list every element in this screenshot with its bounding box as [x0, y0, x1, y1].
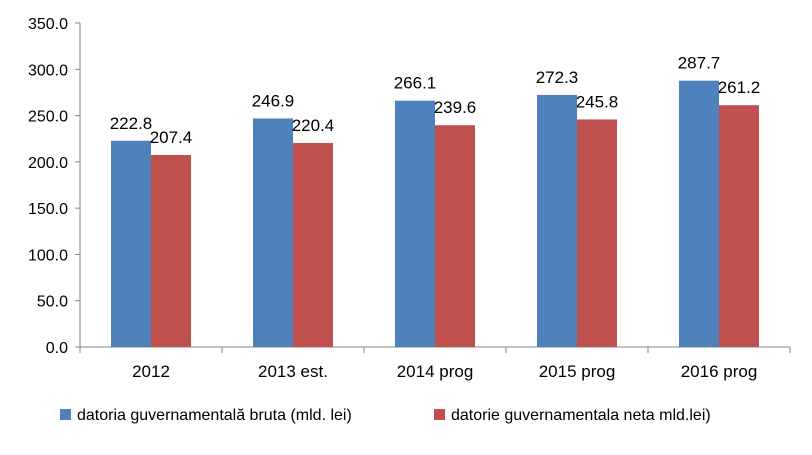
- bar-gross-0: [111, 140, 151, 347]
- y-tick-label: 150.0: [28, 201, 68, 218]
- y-tick-label: 0.0: [46, 340, 68, 357]
- bars: [111, 80, 759, 348]
- bar-gross-4: [679, 80, 719, 347]
- legend: datoria guvernamentală bruta (mld. lei) d…: [60, 407, 711, 424]
- bar-gross-2: [395, 100, 435, 348]
- bar-gross-1: [253, 118, 293, 348]
- legend-label: datoria guvernamentală bruta (mld. lei): [77, 407, 352, 424]
- data-label: 222.8: [110, 114, 153, 133]
- bar-net-1: [293, 142, 333, 347]
- legend-swatch: [60, 409, 71, 420]
- data-label: 220.4: [292, 116, 335, 135]
- x-tick-label: 2014 prog: [397, 362, 474, 381]
- data-label: 245.8: [576, 92, 619, 111]
- bar-net-0: [151, 155, 191, 347]
- y-tick-labels: 0.0 50.0 100.0 150.0 200.0 250.0 300.0 350.0: [28, 16, 68, 357]
- bar-net-4: [719, 105, 759, 347]
- x-tick-label: 2015 prog: [539, 362, 616, 381]
- x-tick-label: 2013 est.: [258, 362, 328, 381]
- bar-gross-3: [537, 94, 577, 347]
- data-label: 266.1: [394, 74, 437, 93]
- data-label: 246.9: [252, 91, 295, 110]
- legend-label: datorie guvernamentala neta mld.lei): [451, 407, 711, 424]
- data-label: 287.7: [678, 54, 721, 73]
- bar-net-3: [577, 119, 617, 347]
- y-tick-label: 200.0: [28, 155, 68, 172]
- bar-net-2: [435, 125, 475, 348]
- category-labels: 2012 2013 est. 2014 prog 2015 prog 2016 prog: [132, 362, 757, 381]
- x-tick-label: 2012: [132, 362, 170, 381]
- y-tick-label: 50.0: [37, 294, 68, 311]
- data-label: 261.2: [718, 78, 761, 97]
- y-tick-label: 100.0: [28, 247, 68, 264]
- data-label: 207.4: [150, 128, 193, 147]
- y-tick-label: 350.0: [28, 16, 68, 33]
- data-label: 272.3: [536, 68, 579, 87]
- y-tick-label: 250.0: [28, 109, 68, 126]
- y-tick-label: 300.0: [28, 62, 68, 79]
- data-label: 239.6: [434, 98, 477, 117]
- legend-swatch: [434, 409, 445, 420]
- x-tick-label: 2016 prog: [681, 362, 758, 381]
